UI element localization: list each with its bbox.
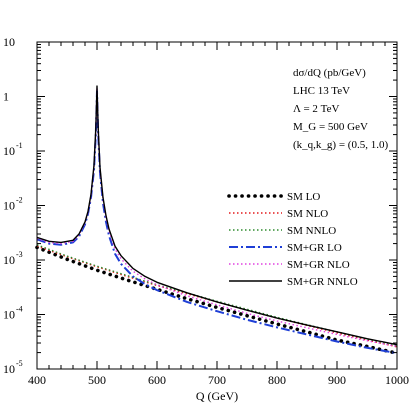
y-tick-base: 10 (3, 308, 15, 322)
x-tick-label: 800 (268, 373, 286, 387)
y-tick-label: 10 -2 (3, 196, 23, 213)
series-layer (35, 85, 399, 355)
series-line-sm-gr-nnlo (36, 85, 398, 346)
x-tick-label: 600 (148, 373, 166, 387)
annotation-graviton-mass: M_G = 500 GeV (293, 121, 368, 133)
legend-label-sm-gr-nnlo: SM+GR NNLO (287, 276, 358, 288)
x-tick-label: 900 (328, 373, 346, 387)
y-tick-exponent: -1 (16, 141, 23, 150)
annotation-couplings: (k_q,k_g) = (0.5, 1.0) (293, 139, 388, 151)
y-tick-label: 10 -5 (3, 359, 23, 376)
legend-label-sm-lo: SM LO (287, 191, 320, 203)
legend-label-sm-gr-lo: SM+GR LO (287, 242, 342, 254)
y-tick-label: 10 -3 (3, 250, 23, 267)
legend-label-sm-nlo: SM NLO (287, 208, 328, 220)
y-tick-label: 10 -1 (3, 141, 23, 158)
y-tick-base: 10 (3, 362, 15, 376)
series-line-sm-lo (35, 245, 399, 355)
annotation-block: dσ/dQ (pb/GeV) LHC 13 TeV Λ = 2 TeV M_G = 5… (293, 67, 388, 151)
y-tick-label: 10 -4 (3, 305, 23, 322)
y-tick-label: 10 (3, 35, 15, 49)
y-tick-base: 10 (3, 144, 15, 158)
y-tick-base: 10 (3, 199, 15, 213)
x-tick-label: 700 (208, 373, 226, 387)
legend: SM LO SM NLO SM NNLO SM+GR LO SM+GR NLO SM+GR… (227, 191, 358, 288)
x-tick-label: 500 (88, 373, 106, 387)
y-tick-exponent: -4 (16, 305, 23, 314)
y-tick-base: 10 (3, 35, 15, 49)
y-tick-exponent: -2 (16, 196, 23, 205)
y-tick-exponent: -3 (16, 250, 23, 259)
x-tick-label: 1000 (385, 373, 409, 387)
y-tick-label: 1 (3, 90, 9, 104)
legend-label-sm-nnlo: SM NNLO (287, 225, 336, 237)
legend-label-sm-gr-nlo: SM+GR NLO (287, 259, 350, 271)
axis-layer: 400 500 600 700 800 900 100010-510-410-310-210… (3, 35, 409, 387)
annotation-lambda: Λ = 2 TeV (293, 103, 339, 115)
x-tick-label: 400 (28, 373, 46, 387)
annotation-observable: dσ/dQ (pb/GeV) (293, 67, 366, 79)
y-tick-base: 1 (3, 90, 9, 104)
y-tick-exponent: -5 (16, 359, 23, 368)
series-line-sm-gr-lo (36, 90, 398, 355)
annotation-collider: LHC 13 TeV (293, 85, 350, 97)
x-axis-label: Q (GeV) (196, 389, 238, 403)
y-tick-base: 10 (3, 253, 15, 267)
